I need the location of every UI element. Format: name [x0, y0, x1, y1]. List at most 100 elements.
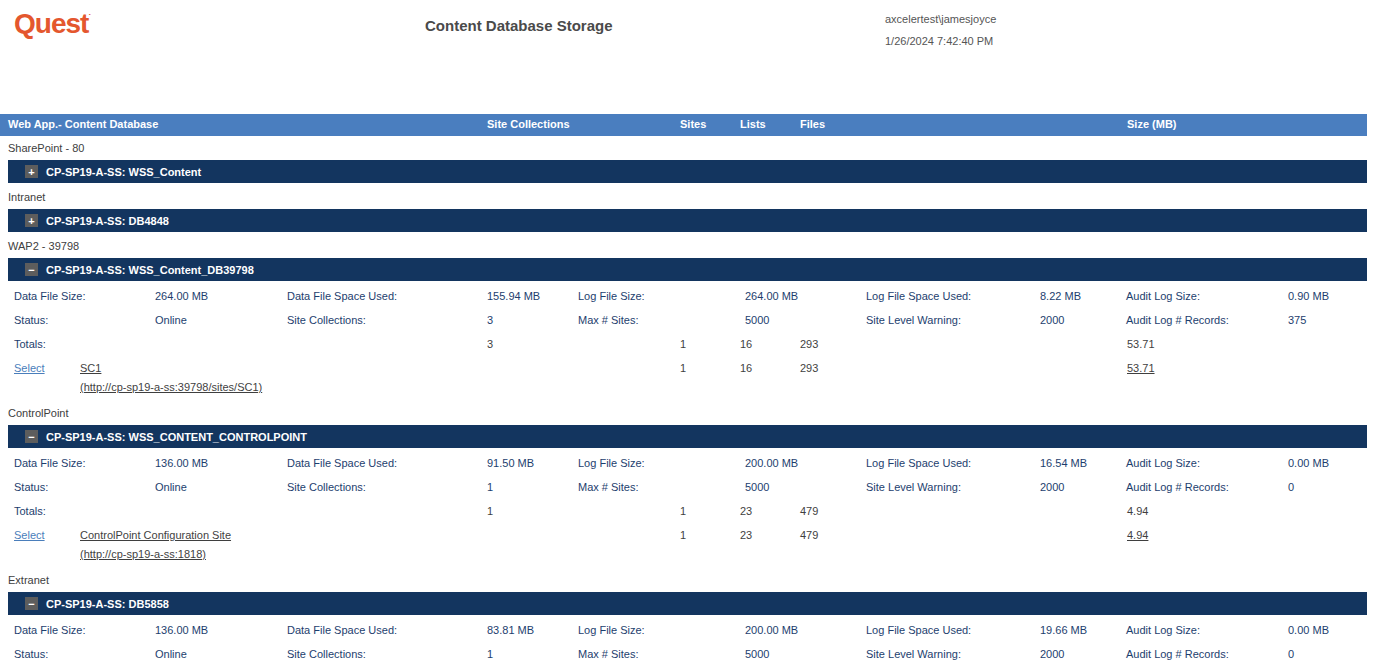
field-label: Site Collections:: [287, 648, 366, 660]
database-name: CP-SP19-A-SS: DB5858: [46, 598, 169, 610]
field-label: Log File Size:: [578, 290, 645, 302]
database-group-bar: + CP-SP19-A-SS: DB4848: [8, 209, 1367, 232]
site-size-link[interactable]: 53.71: [1127, 362, 1155, 374]
detail-row-file-sizes: Data File Size: 264.00 MB Data File Spac…: [0, 285, 1367, 309]
database-name: CP-SP19-A-SS: WSS_Content_DB39798: [46, 264, 254, 276]
column-header-files: Files: [800, 118, 825, 130]
field-value: 83.81 MB: [487, 624, 534, 636]
totals-files: 293: [800, 338, 818, 350]
field-label: Site Collections:: [287, 314, 366, 326]
field-value: 0.00 MB: [1288, 624, 1329, 636]
detail-row-status: Status: Online Site Collections: 3 Max #…: [0, 309, 1367, 333]
quest-logo: Quest˙: [14, 8, 90, 40]
collapse-icon[interactable]: −: [25, 597, 38, 610]
database-name: CP-SP19-A-SS: DB4848: [46, 215, 169, 227]
field-value: Online: [155, 314, 187, 326]
site-url-link[interactable]: (http://cp-sp19-a-ss:1818): [80, 548, 206, 560]
run-timestamp: 1/26/2024 7:42:40 PM: [885, 35, 996, 47]
site-url-row: (http://cp-sp19-a-ss:1818): [0, 548, 1367, 568]
select-link[interactable]: Select: [14, 529, 45, 541]
collapse-icon[interactable]: −: [25, 263, 38, 276]
field-label: Site Level Warning:: [866, 314, 961, 326]
web-app-label: ControlPoint: [0, 401, 1367, 425]
site-sites: 1: [680, 362, 686, 374]
expand-icon[interactable]: +: [25, 214, 38, 227]
field-value: 155.94 MB: [487, 290, 540, 302]
detail-row-status: Status: Online Site Collections: 1 Max #…: [0, 476, 1367, 500]
database-group-bar: + CP-SP19-A-SS: WSS_Content: [8, 160, 1367, 183]
site-collection-row: Select SC1 1 16 293 53.71: [0, 357, 1367, 381]
field-label: Data File Space Used:: [287, 624, 397, 636]
column-header-site-collections: Site Collections: [487, 118, 570, 130]
field-label: Audit Log # Records:: [1126, 648, 1229, 660]
totals-sites: 1: [680, 505, 686, 517]
collapse-icon[interactable]: −: [25, 430, 38, 443]
field-label: Data File Space Used:: [287, 290, 397, 302]
site-lists: 16: [740, 362, 752, 374]
field-value: 136.00 MB: [155, 624, 208, 636]
totals-lists: 23: [740, 505, 752, 517]
field-value: 264.00 MB: [155, 290, 208, 302]
field-value: 2000: [1040, 481, 1064, 493]
field-label: Audit Log Size:: [1126, 290, 1200, 302]
field-label: Status:: [14, 481, 48, 493]
web-app-label: Intranet: [0, 185, 1367, 209]
field-value: 0: [1288, 648, 1294, 660]
totals-size: 4.94: [1127, 505, 1148, 517]
site-url-row: (http://cp-sp19-a-ss:39798/sites/SC1): [0, 381, 1367, 401]
field-label: Status:: [14, 314, 48, 326]
field-value: 136.00 MB: [155, 457, 208, 469]
field-label: Max # Sites:: [578, 314, 639, 326]
content-database-storage-report: Web App.- Content Database Site Collecti…: [0, 114, 1367, 662]
field-value: Online: [155, 481, 187, 493]
totals-site-collections: 3: [487, 338, 493, 350]
column-header-sites: Sites: [680, 118, 706, 130]
database-detail: Data File Size: 264.00 MB Data File Spac…: [0, 283, 1367, 401]
totals-row: Totals: 3 1 16 293 53.71: [0, 333, 1367, 357]
site-size-link[interactable]: 4.94: [1127, 529, 1148, 541]
field-value: 5000: [745, 648, 769, 660]
field-label: Data File Space Used:: [287, 457, 397, 469]
field-value: 2000: [1040, 648, 1064, 660]
detail-row-status: Status: Online Site Collections: 1 Max #…: [0, 643, 1367, 662]
field-label: Max # Sites:: [578, 481, 639, 493]
select-link[interactable]: Select: [14, 362, 45, 374]
field-label: Site Level Warning:: [866, 648, 961, 660]
totals-sites: 1: [680, 338, 686, 350]
site-collection-link[interactable]: SC1: [80, 362, 101, 374]
web-app-label: WAP2 - 39798: [0, 234, 1367, 258]
site-url-link[interactable]: (http://cp-sp19-a-ss:39798/sites/SC1): [80, 381, 262, 393]
web-app-label: Extranet: [0, 568, 1367, 592]
site-collection-link[interactable]: ControlPoint Configuration Site: [80, 529, 231, 541]
site-files: 293: [800, 362, 818, 374]
field-value: 5000: [745, 481, 769, 493]
web-app-label: SharePoint - 80: [0, 136, 1367, 160]
field-value: 200.00 MB: [745, 457, 798, 469]
field-value: 5000: [745, 314, 769, 326]
detail-row-file-sizes: Data File Size: 136.00 MB Data File Spac…: [0, 452, 1367, 476]
expand-icon[interactable]: +: [25, 165, 38, 178]
field-label: Audit Log # Records:: [1126, 481, 1229, 493]
column-header-lists: Lists: [740, 118, 766, 130]
database-group-bar: − CP-SP19-A-SS: WSS_Content_DB39798: [8, 258, 1367, 281]
field-label: Audit Log Size:: [1126, 457, 1200, 469]
field-label: Log File Size:: [578, 457, 645, 469]
field-label: Audit Log # Records:: [1126, 314, 1229, 326]
site-sites: 1: [680, 529, 686, 541]
totals-site-collections: 1: [487, 505, 493, 517]
table-header-row: Web App.- Content Database Site Collecti…: [0, 114, 1367, 136]
field-label: Site Collections:: [287, 481, 366, 493]
database-detail: Data File Size: 136.00 MB Data File Spac…: [0, 450, 1367, 568]
field-label: Status:: [14, 648, 48, 660]
totals-lists: 16: [740, 338, 752, 350]
detail-row-file-sizes: Data File Size: 136.00 MB Data File Spac…: [0, 619, 1367, 643]
run-user: axcelertest\jamesjoyce: [885, 13, 996, 25]
field-value: 0.90 MB: [1288, 290, 1329, 302]
trademark-dot: ˙: [88, 13, 90, 23]
field-label: Log File Space Used:: [866, 624, 971, 636]
run-info: axcelertest\jamesjoyce 1/26/2024 7:42:40…: [885, 13, 996, 57]
field-value: 2000: [1040, 314, 1064, 326]
field-label: Log File Space Used:: [866, 290, 971, 302]
field-value: 264.00 MB: [745, 290, 798, 302]
field-value: 0.00 MB: [1288, 457, 1329, 469]
